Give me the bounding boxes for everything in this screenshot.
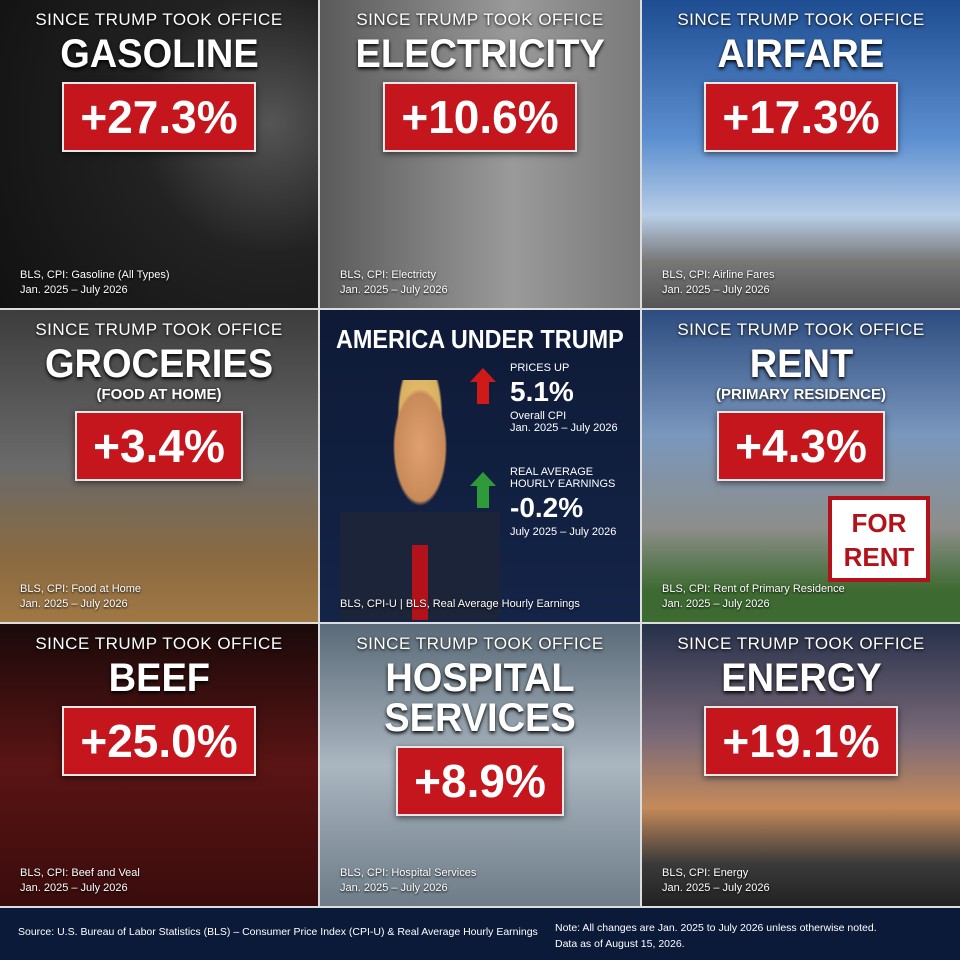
tile: SINCE TRUMP TOOK OFFICE ENERGY +19.1% BLS, … xyxy=(642,624,960,906)
kicker: SINCE TRUMP TOOK OFFICE xyxy=(35,10,283,29)
source-period: Jan. 2025 – July 2026 xyxy=(20,882,128,894)
source-period: Jan. 2025 – July 2026 xyxy=(20,598,128,610)
arrow xyxy=(470,368,496,382)
kicker: SINCE TRUMP TOOK OFFICE xyxy=(356,634,604,653)
title: GROCERIES xyxy=(44,342,274,386)
kicker: SINCE TRUMP TOOK OFFICE xyxy=(35,634,283,653)
change-box: +17.3% xyxy=(704,82,898,152)
title: ELECTRICITY xyxy=(355,32,605,76)
tile: SINCE TRUMP TOOK OFFICE ELECTRICITY +10.6%… xyxy=(320,0,640,308)
source-line: BLS, CPI: Food at Home xyxy=(20,583,142,595)
kicker: SINCE TRUMP TOOK OFFICE xyxy=(677,634,925,653)
tile: SINCE TRUMP TOOK OFFICE AIRFARE +17.3% BLS,… xyxy=(642,0,960,308)
stat-period: July 2025 – July 2026 xyxy=(510,526,617,538)
arrow-stem xyxy=(477,486,489,508)
tie xyxy=(412,545,428,620)
source-line: BLS, CPI: Energy xyxy=(662,867,749,879)
source-period: Jan. 2025 – July 2026 xyxy=(662,882,770,894)
tile-grid: SINCE TRUMP TOOK OFFICE GASOLINE +27.3% BLS… xyxy=(0,0,960,906)
tile: SINCE TRUMP TOOK OFFICE GROCERIES (FOOD AT… xyxy=(0,310,318,622)
change-box: +3.4% xyxy=(75,411,243,481)
source-period: Jan. 2025 – July 2026 xyxy=(662,284,770,296)
source: BLS, CPI: Gasoline (All Types) Jan. 2025 … xyxy=(20,268,170,298)
title: ENERGY xyxy=(720,656,882,700)
note-line: Note: All changes are Jan. 2025 to July … xyxy=(555,922,877,934)
source-period: Jan. 2025 – July 2026 xyxy=(662,598,770,610)
source: BLS, CPI: Rent of Primary Residence Jan. … xyxy=(662,582,845,612)
source: BLS, CPI: Food at Home Jan. 2025 – July 2… xyxy=(20,582,141,612)
source: BLS, CPI: Airline Fares Jan. 2025 – July … xyxy=(662,268,775,298)
footer: Source: U.S. Bureau of Labor Statistics … xyxy=(0,906,960,960)
source: BLS, CPI: Beef and Veal Jan. 2025 – July … xyxy=(20,866,140,896)
title: AIRFARE xyxy=(717,32,885,76)
footer-source: Source: U.S. Bureau of Labor Statistics … xyxy=(18,926,538,938)
source: BLS, CPI: Electricty Jan. 2025 – July 202… xyxy=(340,268,448,298)
title: RENT xyxy=(749,342,853,386)
change-box: +19.1% xyxy=(704,706,898,776)
change-box: +10.6% xyxy=(383,82,577,152)
change-box: +27.3% xyxy=(62,82,256,152)
source-period: Jan. 2025 – July 2026 xyxy=(20,284,128,296)
sign-text: FOR xyxy=(851,508,907,538)
stat: PRICES UP 5.1% Overall CPI Jan. 2025 – July… xyxy=(510,362,618,434)
source-period: Jan. 2025 – July 2026 xyxy=(340,284,448,296)
subtitle: (PRIMARY RESIDENCE) xyxy=(715,386,887,403)
change-box: +4.3% xyxy=(717,411,885,481)
stat-label: PRICES UP xyxy=(510,362,570,374)
source: BLS, CPI: Energy Jan. 2025 – July 2026 xyxy=(662,866,770,896)
change-box: +25.0% xyxy=(62,706,256,776)
source-line: BLS, CPI: Beef and Veal xyxy=(20,867,140,879)
source-line: BLS, CPI: Rent of Primary Residence xyxy=(662,583,845,595)
source: BLS, CPI-U | BLS, Real Average Hourly Ea… xyxy=(340,598,580,610)
source-line: BLS, CPI: Electricty xyxy=(340,269,436,281)
stat-value: -0.2% xyxy=(510,492,584,523)
tile: SINCE TRUMP TOOK OFFICE GASOLINE +27.3% BLS… xyxy=(0,0,318,308)
stat-period: Jan. 2025 – July 2026 xyxy=(510,422,618,434)
title: BEEF xyxy=(108,656,210,700)
tile: SINCE TRUMP TOOK OFFICE HOSPITAL SERVICES… xyxy=(320,624,640,906)
sign: FOR RENT xyxy=(828,496,930,582)
tile: SINCE TRUMP TOOK OFFICE RENT (PRIMARY RESI… xyxy=(642,310,960,622)
title: GASOLINE xyxy=(59,32,259,76)
subtitle: (FOOD AT HOME) xyxy=(96,386,222,403)
arrow-stem xyxy=(477,382,489,404)
footer-note: Note: All changes are Jan. 2025 to July … xyxy=(555,920,877,952)
center-title: AMERICA UNDER TRUMP xyxy=(336,324,624,354)
kicker: SINCE TRUMP TOOK OFFICE xyxy=(35,320,283,339)
stat: REAL AVERAGE HOURLY EARNINGS -0.2% July 20… xyxy=(510,466,630,538)
tile: SINCE TRUMP TOOK OFFICE BEEF +25.0% BLS, CP… xyxy=(0,624,318,906)
title: HOSPITAL SERVICES xyxy=(384,656,576,740)
note-line: Data as of August 15, 2026. xyxy=(555,938,685,950)
stat-sub: Overall CPI xyxy=(510,410,567,422)
stat-label: REAL AVERAGE HOURLY EARNINGS xyxy=(510,466,616,490)
source: BLS, CPI: Hospital Services Jan. 2025 – J… xyxy=(340,866,476,896)
source-period: Jan. 2025 – July 2026 xyxy=(340,882,448,894)
kicker: SINCE TRUMP TOOK OFFICE xyxy=(356,10,604,29)
source-line: BLS, CPI: Gasoline (All Types) xyxy=(20,269,170,281)
kicker: SINCE TRUMP TOOK OFFICE xyxy=(677,320,925,339)
sign-text: RENT xyxy=(843,542,915,572)
source-line: BLS, CPI: Hospital Services xyxy=(340,867,477,879)
kicker: SINCE TRUMP TOOK OFFICE xyxy=(677,10,925,29)
stat-value: 5.1% xyxy=(510,376,574,407)
change-box: +8.9% xyxy=(396,746,564,816)
source-line: BLS, CPI: Airline Fares xyxy=(662,269,775,281)
tile: AMERICA UNDER TRUMP PRICES UP 5.1% Overall … xyxy=(320,310,640,622)
arrow xyxy=(470,472,496,486)
